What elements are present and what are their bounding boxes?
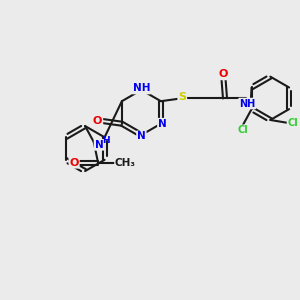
Text: Cl: Cl <box>287 118 298 128</box>
Text: N: N <box>137 131 146 141</box>
Text: NH: NH <box>133 83 150 94</box>
Text: N: N <box>158 119 167 129</box>
Text: CH₃: CH₃ <box>115 158 136 168</box>
Text: O: O <box>93 116 102 126</box>
Text: Cl: Cl <box>238 125 248 135</box>
Text: O: O <box>69 158 79 168</box>
Text: O: O <box>219 69 228 79</box>
Text: NH: NH <box>239 98 255 109</box>
Text: N: N <box>94 140 103 150</box>
Text: H: H <box>102 136 110 145</box>
Text: S: S <box>178 92 186 102</box>
